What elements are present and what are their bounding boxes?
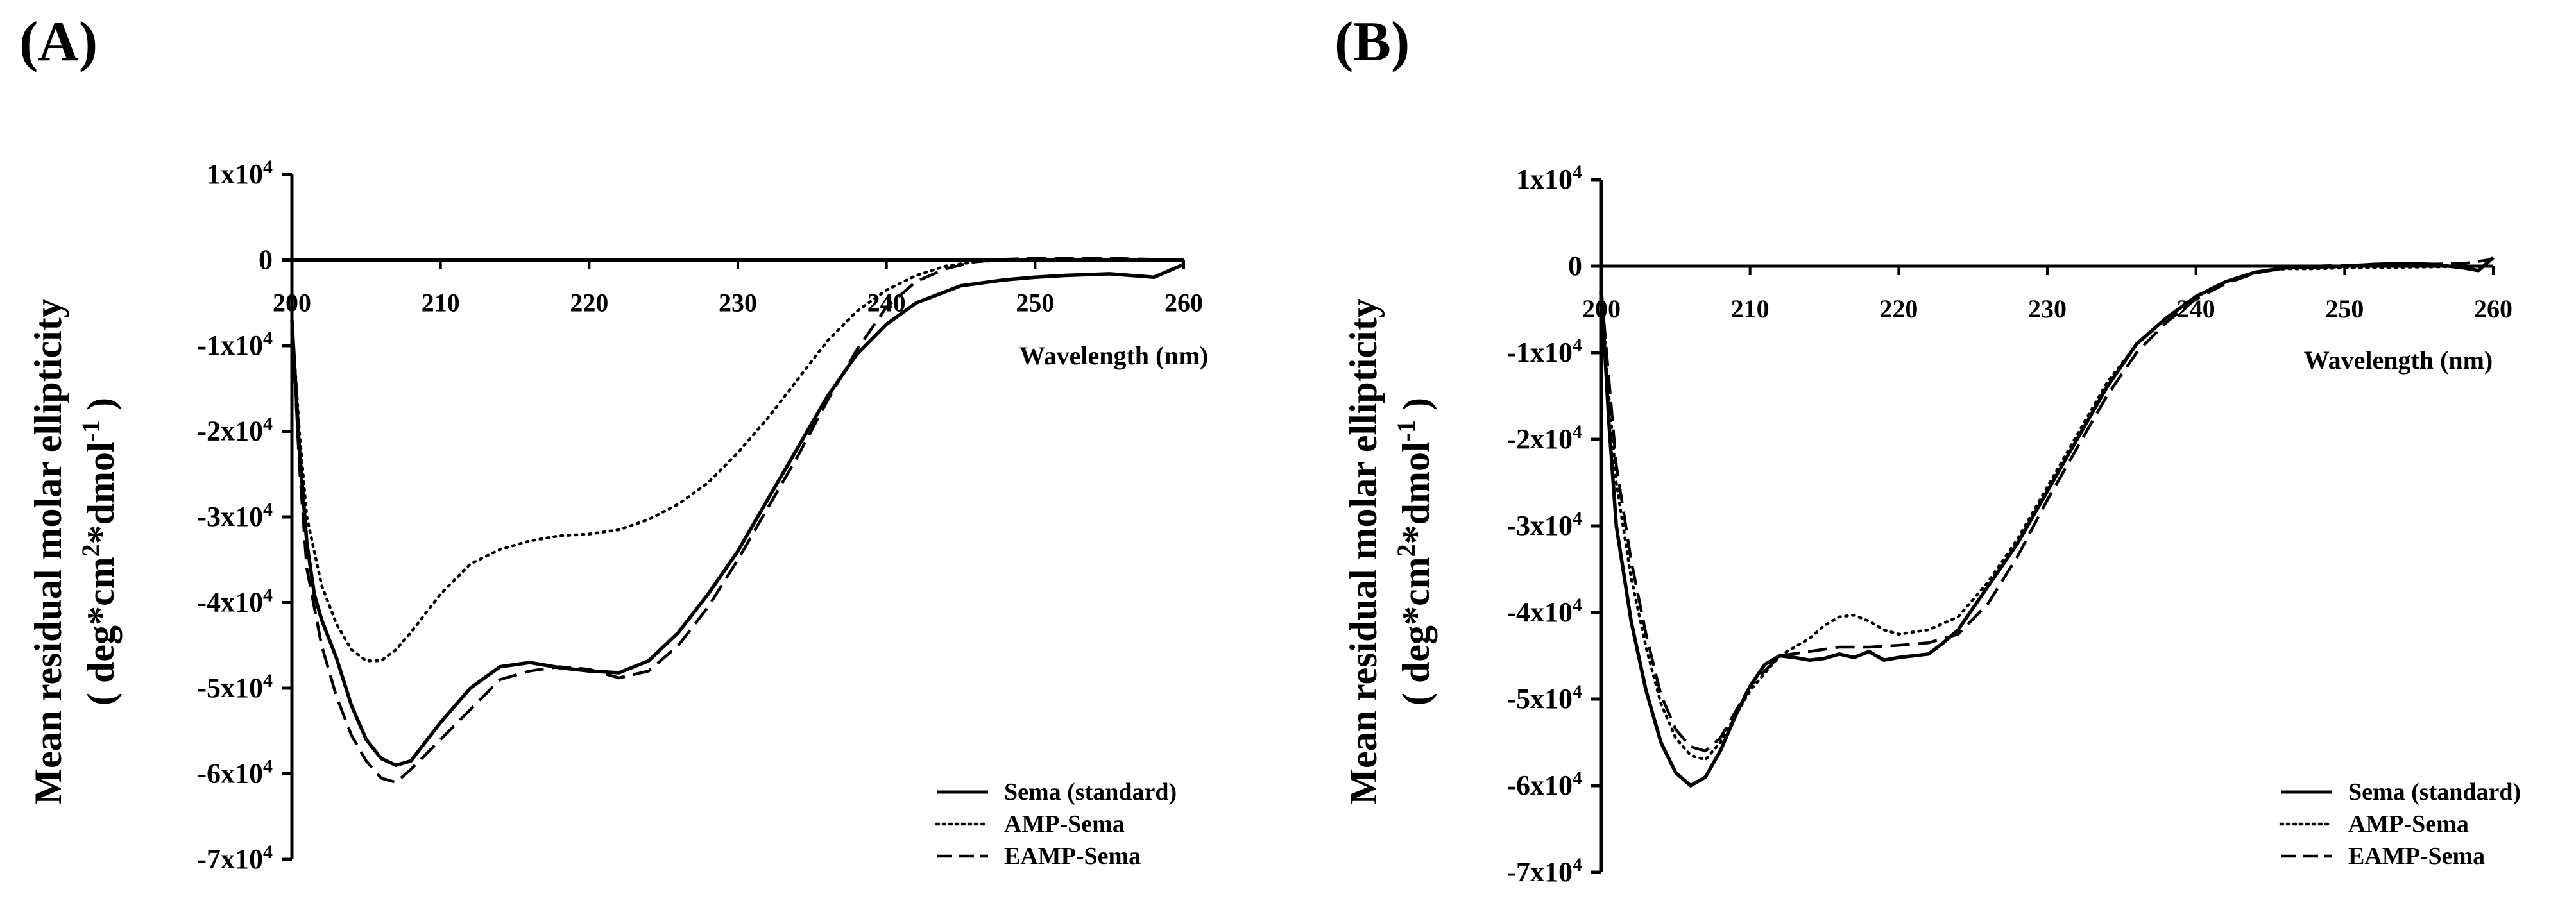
legend-a: Sema (standard) AMP-Sema EAMP-Sema [935,779,1177,870]
y-tick-label: -7x104 [1506,854,1582,888]
ylabel-unit-sup1-a: 2 [76,544,105,557]
ylabel-unit-mid-a: *dmol [80,441,122,544]
x-tick-label: 230 [2028,294,2067,323]
x-tick-label: 250 [2325,294,2364,323]
y-tick-label: -2x104 [1506,421,1582,455]
x-tick-label: 230 [719,289,757,317]
series-line-sema-standard [1599,256,2495,788]
series-line-eamp-sema [290,257,1184,784]
y-tick-label: -4x104 [1506,595,1582,629]
ylabel-unit-pre-a: ( deg*cm [80,557,122,705]
ylabel-unit-sup1-b: 2 [1392,544,1420,557]
series-b [1599,256,2495,788]
ylabel-unit-mid-b: *dmol [1395,441,1437,544]
y-tick-label: -2x104 [197,413,273,447]
legend-label: EAMP-Sema [2348,843,2485,870]
x-tick-label: 260 [2474,294,2512,323]
x-tick-label: 260 [1164,289,1203,317]
y-tick-label: -5x104 [1506,681,1582,715]
series-line-amp-sema [1599,264,2495,761]
y-tick-label: -6x104 [1506,768,1582,802]
axes-b: 1x104 0 -1x104 -2x104 -3x104 -4x104 -5x104 -6x1… [1506,162,2512,888]
x-tick-label: 220 [1879,294,1918,323]
y-tick-label: -3x104 [197,499,273,533]
legend-label: AMP-Sema [2348,811,2469,838]
series-line-amp-sema [290,257,1186,663]
series-line-eamp-sema [1599,257,2494,753]
y-tick-label: 0 [1568,250,1582,282]
y-tick-label: -1x104 [197,328,273,362]
ylabel-b: Mean residual molar ellipticity ( deg*cm… [1342,298,1437,804]
ylabel-line2-a: ( deg*cm2*dmol-1 ) [76,398,123,705]
legend-label: Sema (standard) [1004,779,1177,806]
ylabel-unit-sup2-a: -1 [76,420,105,441]
xlabel-a: Wavelength (nm) [1019,341,1208,370]
x-tick-label: 250 [1016,289,1054,317]
ylabel-unit-post-a: ) [80,398,122,420]
legend-b: Sema (standard) AMP-Sema EAMP-Sema [2279,779,2521,870]
y-tick-label: 1x104 [207,156,273,190]
panel-label-b: (B) [1335,11,1410,73]
y-tick-label: -1x104 [1506,335,1582,369]
ylabel-unit-post-b: ) [1395,398,1437,420]
axes-a: 1x104 0 -1x104 -2x104 -3x104 -4x104 -5x104 -6x1… [197,156,1203,875]
ylabel-unit-pre-b: ( deg*cm [1395,557,1437,705]
ylabel-line1-a: Mean residual molar ellipticity [27,298,69,804]
x-tick-label: 210 [1731,294,1770,323]
legend-label: Sema (standard) [2348,779,2521,806]
panel-a: Mean residual molar ellipticity ( deg*cm… [27,156,1208,875]
y-tick-label: -6x104 [197,756,273,790]
panel-b: Mean residual molar ellipticity ( deg*cm… [1342,162,2521,888]
series-line-sema-standard [290,262,1185,767]
legend-label: AMP-Sema [1004,811,1125,838]
y-tick-label: -7x104 [197,841,273,875]
legend-label: EAMP-Sema [1004,843,1141,870]
y-tick-label: -4x104 [197,584,273,618]
xlabel-b: Wavelength (nm) [2304,346,2493,375]
panel-label-a: (A) [19,11,98,73]
ylabel-line1-b: Mean residual molar ellipticity [1342,298,1385,804]
x-tick-label: 220 [570,289,608,317]
ylabel-line2-b: ( deg*cm2*dmol-1 ) [1392,398,1438,705]
x-tick-label: 240 [867,289,906,317]
x-tick-label: 200 [273,289,311,317]
y-tick-label: 0 [259,244,273,276]
ylabel-unit-sup2-b: -1 [1392,420,1420,441]
y-tick-label: 1x104 [1516,162,1582,196]
series-a [290,257,1186,784]
y-tick-label: -3x104 [1506,508,1582,542]
x-tick-label: 210 [422,289,460,317]
y-tick-label: -5x104 [197,670,273,704]
ylabel-a: Mean residual molar ellipticity ( deg*cm… [27,298,122,804]
